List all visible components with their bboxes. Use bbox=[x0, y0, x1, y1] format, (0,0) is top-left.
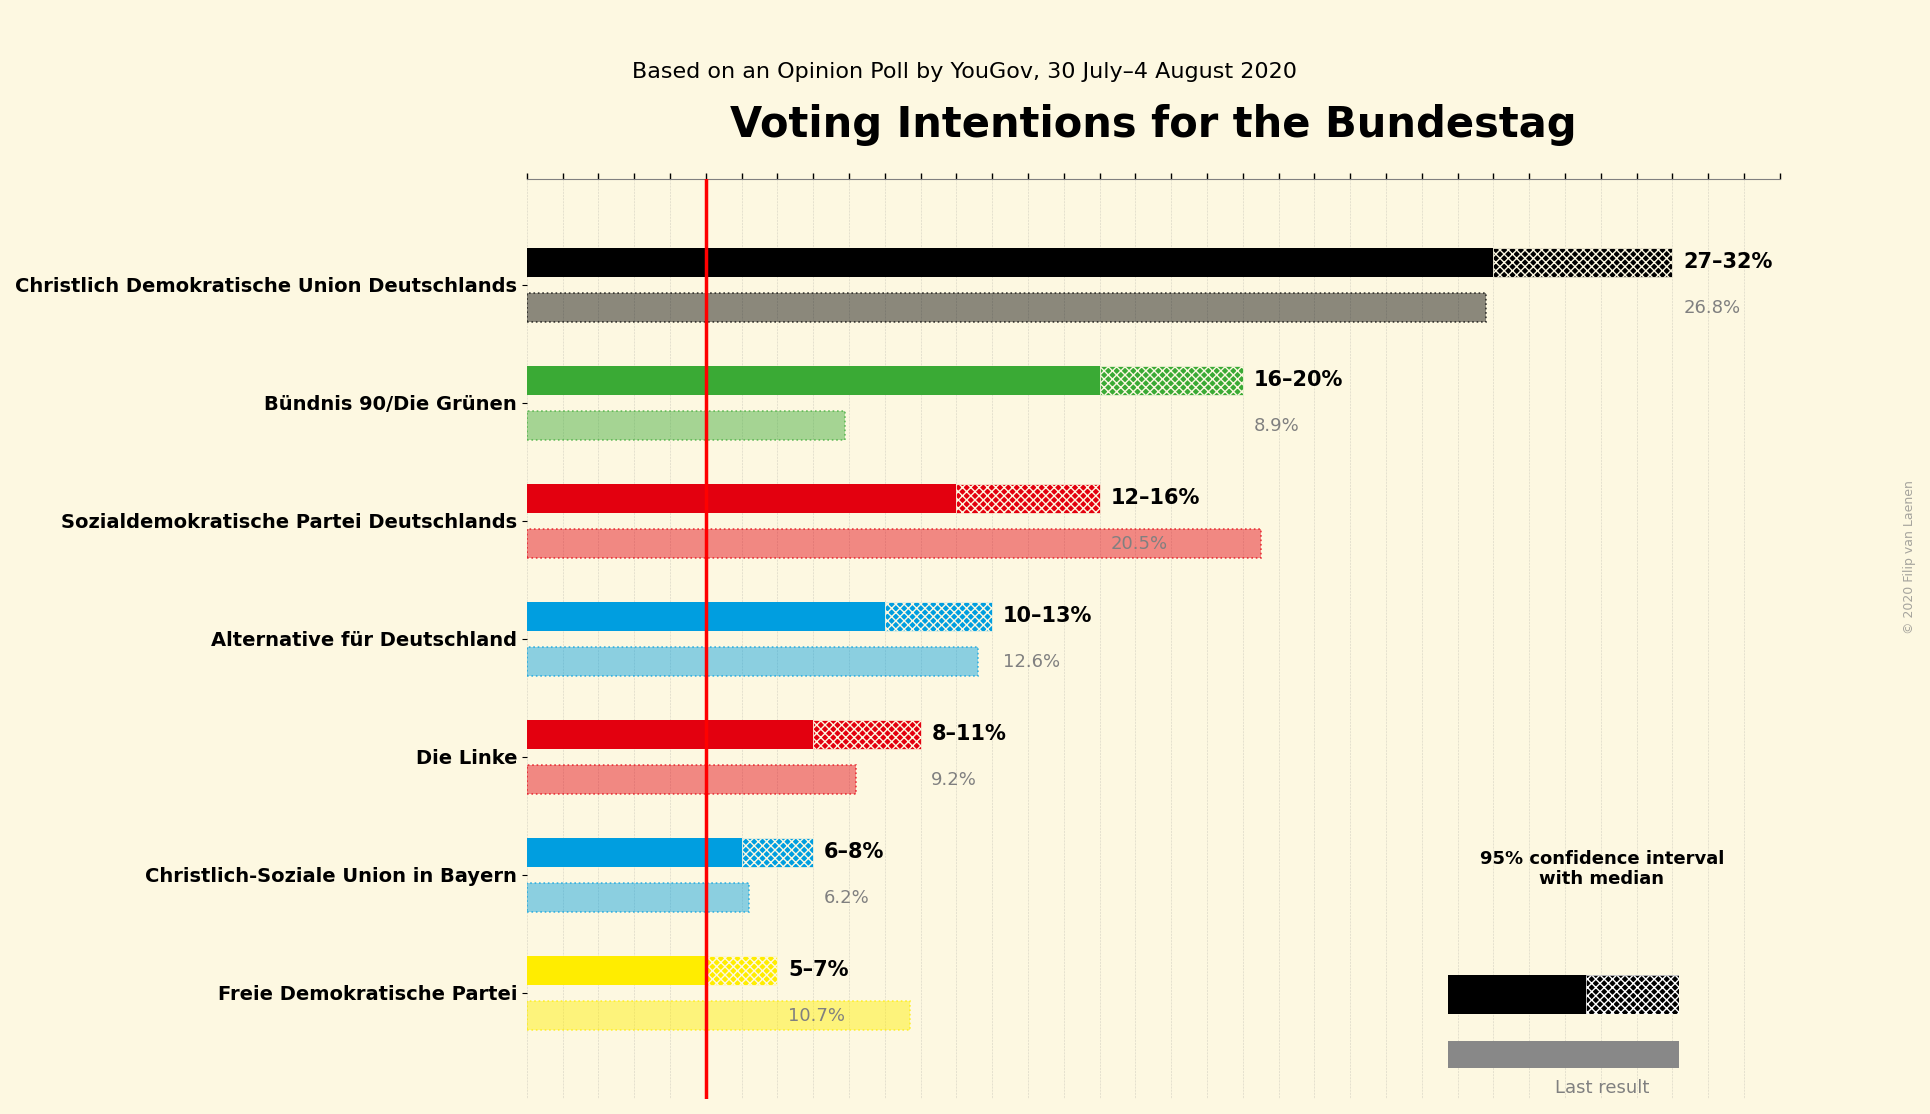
Text: 8–11%: 8–11% bbox=[932, 724, 1006, 744]
Text: 10–13%: 10–13% bbox=[1004, 606, 1092, 626]
Bar bbox=[957, 483, 1100, 512]
Bar bbox=[527, 602, 884, 631]
Bar bbox=[527, 529, 1260, 558]
Bar bbox=[527, 411, 845, 440]
Text: 5–7%: 5–7% bbox=[787, 960, 849, 980]
Bar bbox=[706, 956, 778, 985]
Text: 95% confidence interval
with median: 95% confidence interval with median bbox=[1480, 850, 1723, 888]
Text: 12–16%: 12–16% bbox=[1110, 488, 1200, 508]
Bar bbox=[527, 720, 813, 749]
Bar bbox=[527, 647, 979, 676]
Text: 20.5%: 20.5% bbox=[1110, 535, 1168, 553]
Title: Voting Intentions for the Bundestag: Voting Intentions for the Bundestag bbox=[730, 104, 1577, 146]
Text: 9.2%: 9.2% bbox=[932, 771, 977, 789]
Bar bbox=[527, 293, 1486, 322]
Bar bbox=[527, 529, 1260, 558]
Bar bbox=[527, 365, 1100, 394]
Text: Based on an Opinion Poll by YouGov, 30 July–4 August 2020: Based on an Opinion Poll by YouGov, 30 J… bbox=[633, 62, 1297, 82]
Text: 26.8%: 26.8% bbox=[1683, 299, 1741, 316]
Bar bbox=[884, 602, 992, 631]
Bar bbox=[527, 293, 1486, 322]
Text: 12.6%: 12.6% bbox=[1004, 653, 1060, 671]
Bar bbox=[813, 720, 921, 749]
Bar bbox=[527, 1001, 909, 1030]
Bar bbox=[527, 838, 741, 867]
Bar bbox=[1494, 247, 1673, 276]
Text: Last result: Last result bbox=[1556, 1079, 1648, 1097]
Bar bbox=[527, 1001, 909, 1030]
Bar bbox=[527, 883, 749, 912]
Bar bbox=[1100, 365, 1243, 394]
Bar bbox=[527, 883, 749, 912]
Text: © 2020 Filip van Laenen: © 2020 Filip van Laenen bbox=[1903, 480, 1916, 634]
Bar bbox=[527, 247, 1494, 276]
Text: 6.2%: 6.2% bbox=[824, 889, 870, 907]
Text: 16–20%: 16–20% bbox=[1254, 370, 1343, 390]
Text: 8.9%: 8.9% bbox=[1254, 417, 1299, 434]
Text: 10.7%: 10.7% bbox=[787, 1007, 845, 1025]
Bar bbox=[741, 838, 813, 867]
Text: 27–32%: 27–32% bbox=[1683, 252, 1772, 272]
Bar bbox=[527, 956, 706, 985]
Bar bbox=[527, 483, 957, 512]
Bar bbox=[527, 647, 979, 676]
Text: 6–8%: 6–8% bbox=[824, 842, 884, 862]
Bar bbox=[527, 411, 845, 440]
Bar bbox=[527, 765, 857, 794]
Bar bbox=[527, 765, 857, 794]
